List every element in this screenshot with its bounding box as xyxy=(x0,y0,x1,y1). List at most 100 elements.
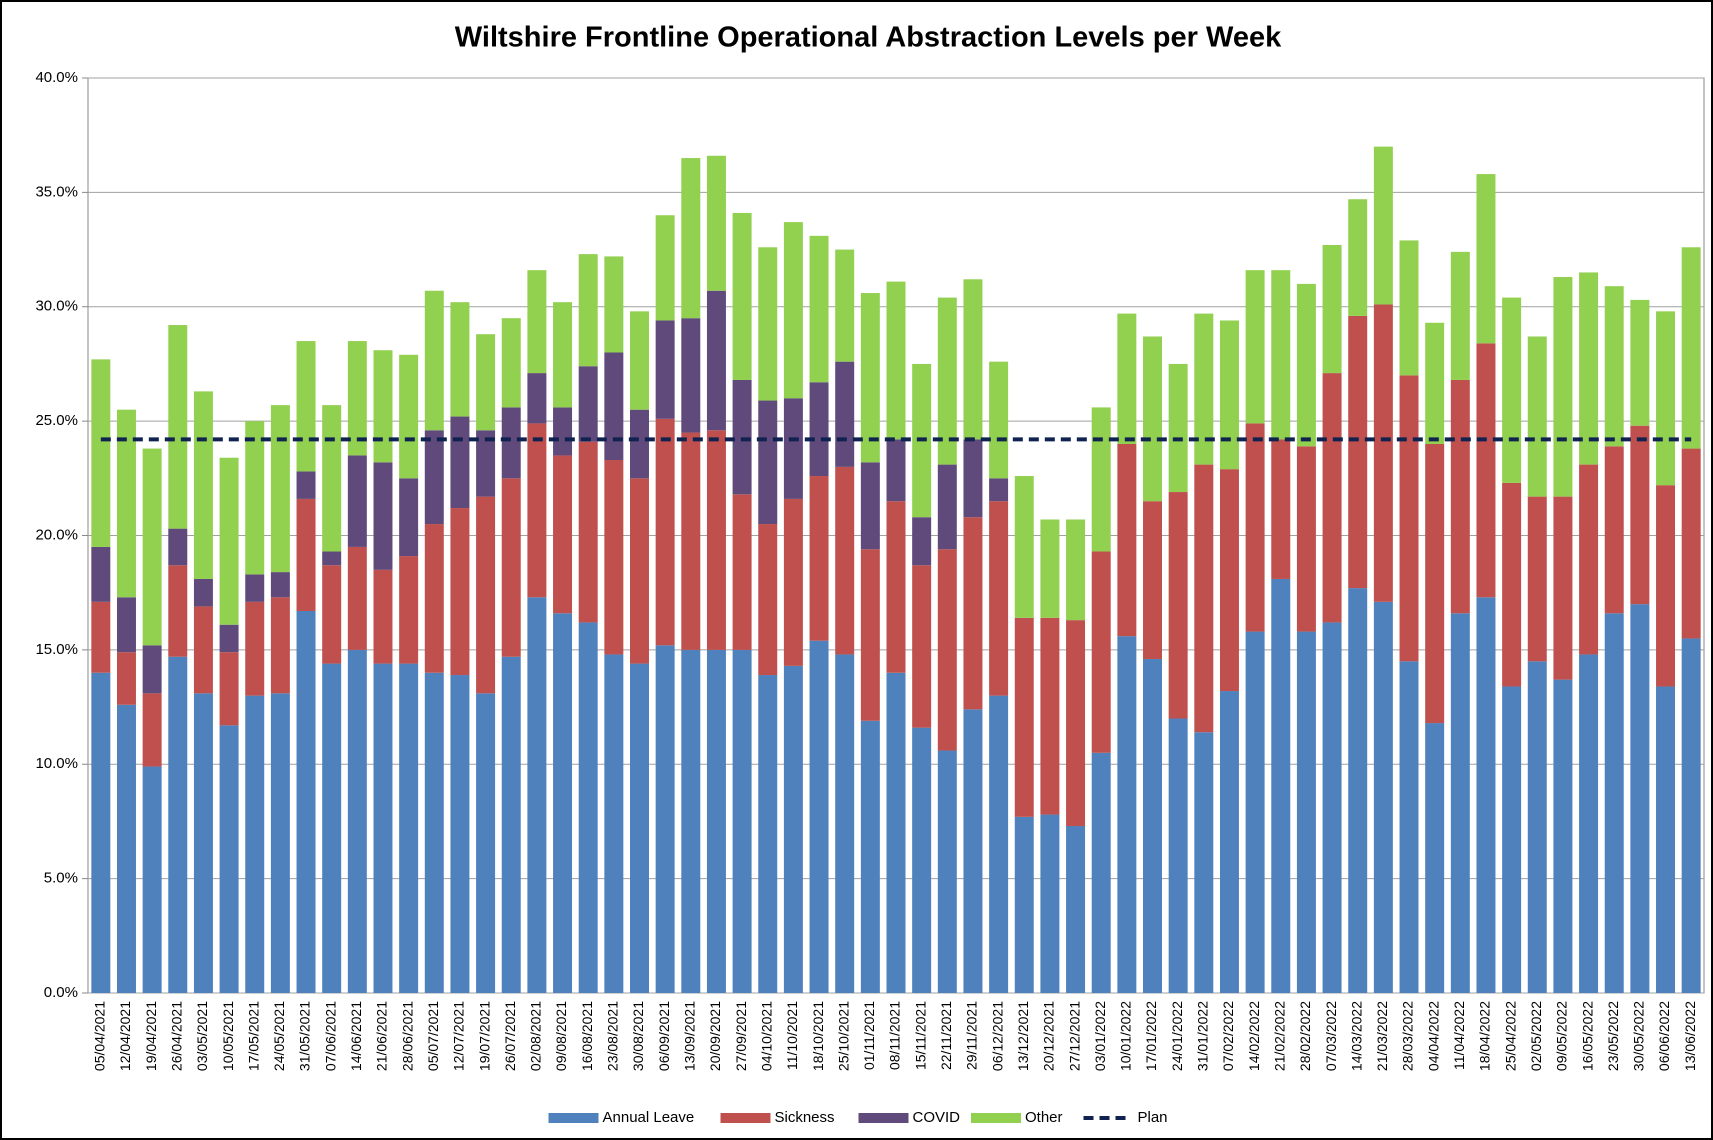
bar-segment xyxy=(91,359,111,547)
bar-segment xyxy=(1143,336,1162,502)
y-tick-label: 40.0% xyxy=(35,69,78,86)
x-tick-label: 04/10/2021 xyxy=(758,1001,774,1071)
bar-segment xyxy=(1656,485,1676,687)
bar-segment xyxy=(1040,814,1060,993)
bar-segment xyxy=(476,430,496,497)
bar-segment xyxy=(1143,659,1162,993)
x-tick-label: 11/10/2021 xyxy=(784,1001,800,1070)
bar-segment xyxy=(1322,373,1342,623)
bar-segment xyxy=(783,665,803,993)
x-tick-label: 02/05/2022 xyxy=(1528,1001,1544,1071)
x-tick-label: 23/08/2021 xyxy=(605,1001,621,1071)
bar-segment xyxy=(168,325,188,529)
bar-segment xyxy=(1450,251,1470,380)
bar-segment xyxy=(450,508,470,676)
bar-segment xyxy=(1348,588,1368,993)
x-tick-label: 05/04/2021 xyxy=(92,1001,108,1071)
x-tick-label: 17/05/2021 xyxy=(245,1001,261,1071)
bar-segment xyxy=(1014,476,1034,618)
bar-segment xyxy=(732,212,752,380)
bar-segment xyxy=(1143,501,1162,660)
bar-segment xyxy=(373,350,393,463)
bar-segment xyxy=(963,517,983,710)
bar-segment xyxy=(1322,622,1342,993)
bar-segment xyxy=(1091,551,1111,753)
bar-segment xyxy=(322,663,342,993)
chart-title: Wiltshire Frontline Operational Abstract… xyxy=(455,22,1282,54)
bar-segment xyxy=(193,693,213,993)
bar-segment xyxy=(1271,439,1291,579)
y-tick-label: 35.0% xyxy=(35,183,78,200)
bar-segment xyxy=(322,565,342,664)
bar-segment xyxy=(296,610,316,993)
bar-segment xyxy=(1245,631,1265,993)
bar-segment xyxy=(1604,613,1624,993)
bar-segment xyxy=(1373,146,1393,305)
bar-segment xyxy=(1476,597,1496,993)
bar-segment xyxy=(501,656,521,993)
x-tick-label: 15/11/2021 xyxy=(912,1001,928,1070)
x-tick-label: 04/04/2022 xyxy=(1425,1001,1441,1071)
x-tick-label: 28/03/2022 xyxy=(1400,1001,1416,1071)
bar-segment xyxy=(1194,464,1214,733)
x-tick-label: 14/02/2022 xyxy=(1246,1001,1262,1071)
bar-segment xyxy=(1296,283,1316,447)
bar-segment xyxy=(424,524,444,673)
x-tick-label: 16/05/2022 xyxy=(1579,1001,1595,1071)
bar-segment xyxy=(1271,270,1291,440)
bar-segment xyxy=(1476,174,1496,344)
bar-segment xyxy=(91,672,111,993)
bar-segment xyxy=(1117,444,1137,637)
bar-segment xyxy=(1014,617,1034,817)
bar-segment xyxy=(1373,601,1393,993)
bar-segment xyxy=(860,293,880,463)
x-tick-label: 21/02/2022 xyxy=(1271,1001,1287,1071)
bar-segment xyxy=(835,466,855,655)
bar-segment xyxy=(783,398,803,499)
bar-segment xyxy=(116,409,136,598)
bar-segment xyxy=(655,418,675,646)
bar-segment xyxy=(142,645,162,694)
bar-segment xyxy=(1040,617,1060,815)
x-tick-label: 18/04/2022 xyxy=(1477,1001,1493,1071)
bar-segment xyxy=(116,597,136,653)
bar-segment xyxy=(1502,686,1522,993)
bar-segment xyxy=(1245,270,1265,424)
bar-segment xyxy=(860,462,880,550)
bar-segment xyxy=(347,455,367,547)
bar-segment xyxy=(1066,826,1086,993)
bar-segment xyxy=(1630,299,1650,426)
bar-segment xyxy=(1630,604,1650,993)
x-tick-label: 02/08/2021 xyxy=(528,1001,544,1071)
x-tick-label: 09/08/2021 xyxy=(553,1001,569,1071)
x-tick-label: 23/05/2022 xyxy=(1605,1001,1621,1071)
bar-segment xyxy=(1527,336,1547,497)
bar-segment xyxy=(296,471,316,499)
bar-segment xyxy=(399,556,419,664)
x-tick-label: 27/09/2021 xyxy=(733,1001,749,1071)
bar-segment xyxy=(270,405,290,573)
bar-segment xyxy=(886,439,906,502)
x-tick-label: 01/11/2021 xyxy=(861,1001,877,1070)
bar-segment xyxy=(1425,723,1445,993)
bar-segment xyxy=(963,279,983,440)
bar-segment xyxy=(270,572,290,598)
x-tick-label: 26/04/2021 xyxy=(168,1001,184,1071)
bar-segment xyxy=(604,654,624,993)
bar-segment xyxy=(732,379,752,495)
y-tick-label: 10.0% xyxy=(35,755,78,772)
bar-segment xyxy=(732,494,752,650)
bar-segment xyxy=(912,565,932,728)
bar-segment xyxy=(732,649,752,993)
bar-segment xyxy=(1348,199,1368,316)
bar-segment xyxy=(963,709,983,993)
bar-segment xyxy=(963,439,983,518)
bar-segment xyxy=(681,432,701,650)
bar-segment xyxy=(270,597,290,694)
bar-segment xyxy=(1117,313,1137,444)
bar-segment xyxy=(501,478,521,657)
bar-segment xyxy=(193,578,213,607)
x-tick-label: 12/04/2021 xyxy=(117,1001,133,1071)
bar-segment xyxy=(783,222,803,399)
x-tick-label: 10/01/2022 xyxy=(1118,1001,1134,1071)
